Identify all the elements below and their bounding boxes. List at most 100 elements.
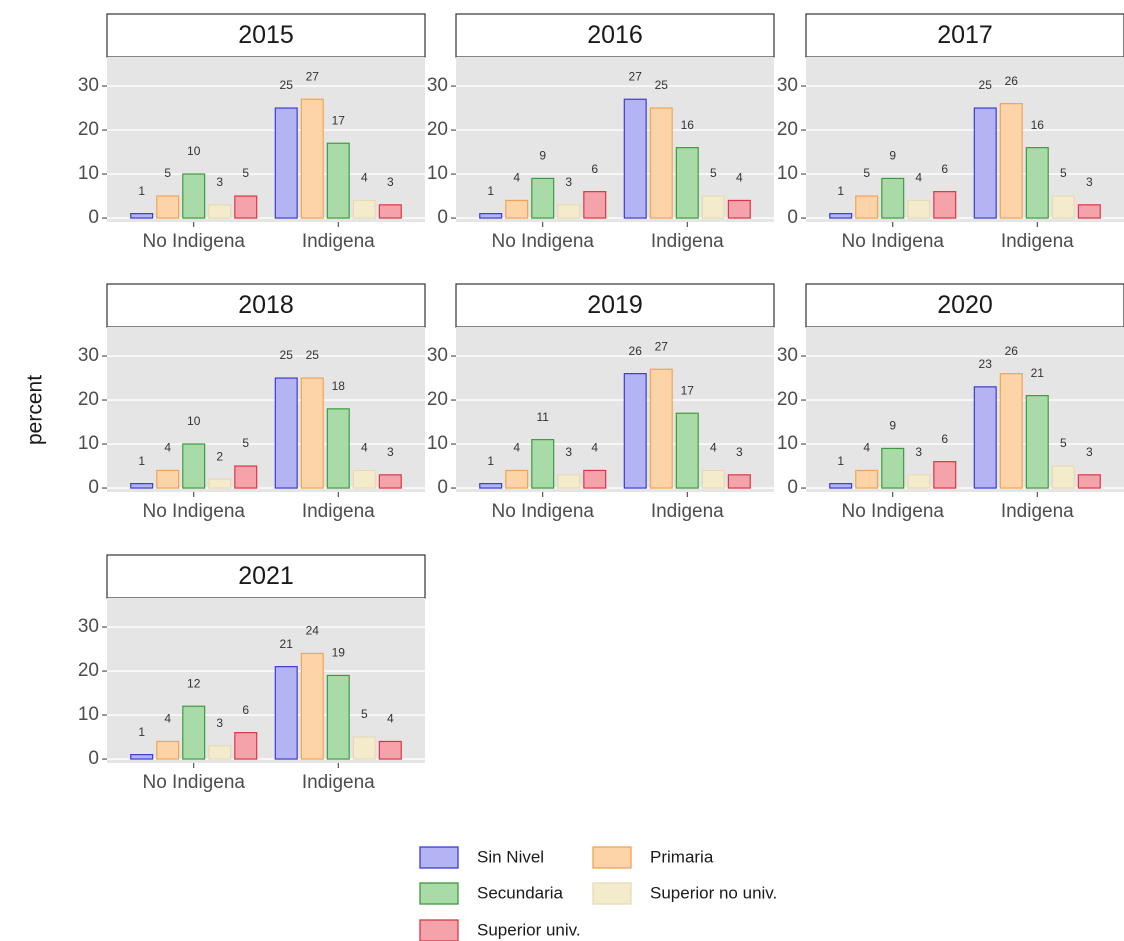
y-tick-label: 0 bbox=[787, 207, 798, 228]
legend-label: Primaria bbox=[650, 847, 714, 866]
bar bbox=[531, 177, 555, 219]
data-label: 26 bbox=[1005, 344, 1019, 358]
data-label: 21 bbox=[280, 637, 294, 651]
y-tick-label: 0 bbox=[88, 477, 99, 498]
bar bbox=[1077, 474, 1101, 489]
bar bbox=[352, 469, 376, 489]
data-label: 4 bbox=[710, 441, 717, 455]
data-label: 10 bbox=[187, 144, 201, 158]
data-label: 16 bbox=[1031, 118, 1045, 132]
panel bbox=[107, 598, 425, 763]
data-label: 25 bbox=[979, 78, 993, 92]
data-label: 1 bbox=[138, 725, 145, 739]
bar bbox=[623, 373, 647, 489]
bar bbox=[300, 98, 324, 219]
bar bbox=[855, 195, 879, 219]
legend-key bbox=[419, 882, 459, 905]
data-label: 4 bbox=[361, 441, 368, 455]
y-tick-label: 20 bbox=[777, 389, 798, 410]
x-tick-label: No Indigena bbox=[841, 501, 944, 522]
bar bbox=[999, 103, 1023, 219]
data-label: 3 bbox=[1086, 175, 1093, 189]
data-label: 3 bbox=[216, 175, 223, 189]
bar bbox=[649, 368, 673, 489]
data-label: 1 bbox=[837, 184, 844, 198]
facet-title: 2019 bbox=[587, 291, 643, 319]
x-tick-label: Indigena bbox=[302, 231, 375, 252]
y-tick-label: 30 bbox=[777, 345, 798, 366]
bar bbox=[727, 474, 751, 489]
data-label: 19 bbox=[332, 646, 346, 660]
bar bbox=[557, 204, 581, 219]
strip bbox=[805, 13, 1124, 58]
data-label: 4 bbox=[863, 441, 870, 455]
data-label: 4 bbox=[164, 712, 171, 726]
x-tick-label: Indigena bbox=[302, 501, 375, 522]
y-tick-label: 10 bbox=[78, 704, 99, 725]
y-tick-label: 10 bbox=[777, 163, 798, 184]
legend-key bbox=[592, 846, 632, 869]
data-label: 6 bbox=[591, 162, 598, 176]
bar bbox=[829, 213, 853, 219]
data-label: 1 bbox=[837, 454, 844, 468]
data-label: 25 bbox=[280, 348, 294, 362]
y-tick-label: 20 bbox=[777, 119, 798, 140]
bar bbox=[182, 705, 206, 760]
data-label: 3 bbox=[565, 175, 572, 189]
panel bbox=[456, 57, 774, 222]
x-tick-label: No Indigena bbox=[142, 231, 245, 252]
bar bbox=[557, 474, 581, 489]
strip bbox=[455, 13, 775, 58]
data-label: 4 bbox=[387, 712, 394, 726]
y-tick-label: 0 bbox=[437, 477, 448, 498]
data-label: 3 bbox=[915, 445, 922, 459]
data-label: 24 bbox=[306, 624, 320, 638]
facet-title: 2016 bbox=[587, 21, 643, 49]
legend-label: Superior univ. bbox=[477, 920, 581, 939]
facet-title: 2020 bbox=[937, 291, 993, 319]
data-label: 5 bbox=[242, 166, 249, 180]
data-label: 27 bbox=[629, 69, 643, 83]
data-label: 6 bbox=[242, 703, 249, 717]
y-tick-label: 10 bbox=[78, 433, 99, 454]
data-label: 4 bbox=[915, 171, 922, 185]
facet-title: 2021 bbox=[238, 562, 294, 590]
data-label: 27 bbox=[655, 339, 669, 353]
bar bbox=[531, 439, 555, 489]
y-axis-label: percent bbox=[24, 375, 47, 445]
data-label: 4 bbox=[361, 171, 368, 185]
bar bbox=[130, 213, 154, 219]
data-label: 3 bbox=[387, 175, 394, 189]
x-tick-label: No Indigena bbox=[142, 772, 245, 793]
data-label: 26 bbox=[1005, 74, 1019, 88]
y-tick-label: 20 bbox=[427, 119, 448, 140]
bar bbox=[907, 199, 931, 219]
bar bbox=[829, 483, 853, 489]
data-label: 4 bbox=[591, 441, 598, 455]
bar bbox=[326, 408, 350, 489]
data-label: 6 bbox=[941, 162, 948, 176]
bar bbox=[156, 740, 180, 760]
bar bbox=[352, 199, 376, 219]
bar bbox=[855, 469, 879, 489]
x-tick-label: No Indigena bbox=[841, 231, 944, 252]
y-tick-label: 0 bbox=[787, 477, 798, 498]
bar bbox=[479, 213, 503, 219]
bar bbox=[234, 465, 258, 489]
bar bbox=[208, 204, 232, 219]
strip bbox=[805, 283, 1124, 328]
bar bbox=[378, 740, 402, 760]
bar bbox=[701, 469, 725, 489]
panel bbox=[107, 327, 425, 492]
bar bbox=[973, 107, 997, 219]
bar bbox=[623, 98, 647, 219]
bar bbox=[234, 195, 258, 219]
data-label: 2 bbox=[216, 449, 223, 463]
data-label: 3 bbox=[1086, 445, 1093, 459]
legend-label: Secundaria bbox=[477, 883, 564, 902]
strip bbox=[455, 283, 775, 328]
data-label: 5 bbox=[242, 436, 249, 450]
bar bbox=[701, 195, 725, 219]
x-tick-label: No Indigena bbox=[142, 501, 245, 522]
strip bbox=[106, 13, 426, 58]
